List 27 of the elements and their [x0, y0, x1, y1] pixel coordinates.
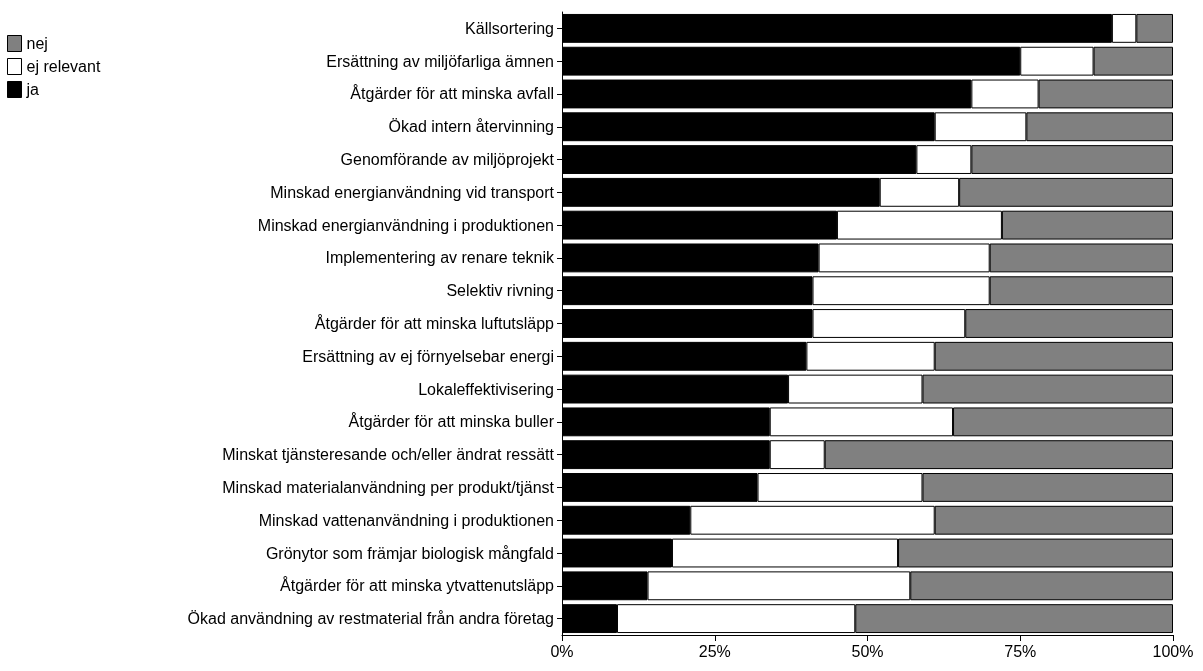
y-tick-label: Ökad användning av restmaterial från andra företag: [187, 610, 554, 628]
x-tick-label: 25%: [698, 642, 731, 660]
y-tick-label: Källsortering: [465, 19, 554, 37]
legend-label: ej relevant: [26, 58, 101, 75]
legend-label: ja: [25, 81, 40, 98]
legend-label: nej: [26, 35, 48, 52]
y-tick-label: Ersättning av miljöfarliga ämnen: [326, 52, 554, 70]
x-tick-label: 100%: [1152, 642, 1194, 660]
y-tick-label: Minskad materialanvändning per produkt/tjänst: [222, 478, 555, 496]
y-tick-label: Åtgärder för att minska buller: [348, 412, 555, 431]
y-tick-label: Minskad vattenanvändning i produktionen: [258, 511, 554, 529]
y-tick-label: Selektiv rivning: [446, 282, 554, 300]
y-tick-label: Grönytor som främjar biologisk mångfald: [265, 544, 554, 562]
y-tick-label: Åtgärder för att minska luftutsläpp: [314, 314, 555, 332]
x-tick-label: 75%: [1004, 642, 1037, 660]
y-tick-label: Lokaleffektivisering: [418, 380, 554, 398]
x-tick-label: 50%: [851, 642, 884, 660]
y-tick-label: Åtgärder för att minska ytvattenutsläpp: [280, 576, 555, 595]
y-tick-label: Åtgärder för att minska avfall: [350, 84, 554, 103]
y-tick-label: Genomförande av miljöprojekt: [340, 151, 555, 169]
y-tick-label: Minskad energianvändning vid transport: [270, 183, 555, 201]
y-tick-label: Minskad energianvändning i produktionen: [257, 216, 554, 234]
y-tick-label: Ökad intern återvinning: [388, 118, 554, 136]
x-tick-label: 0%: [550, 642, 574, 660]
y-tick-label: Minskat tjänsteresande och/eller ändrat ressätt: [222, 446, 555, 464]
y-tick-label: Implementering av renare teknik: [325, 249, 555, 267]
y-tick-label: Ersättning av ej förnyelsebar energi: [302, 347, 554, 365]
